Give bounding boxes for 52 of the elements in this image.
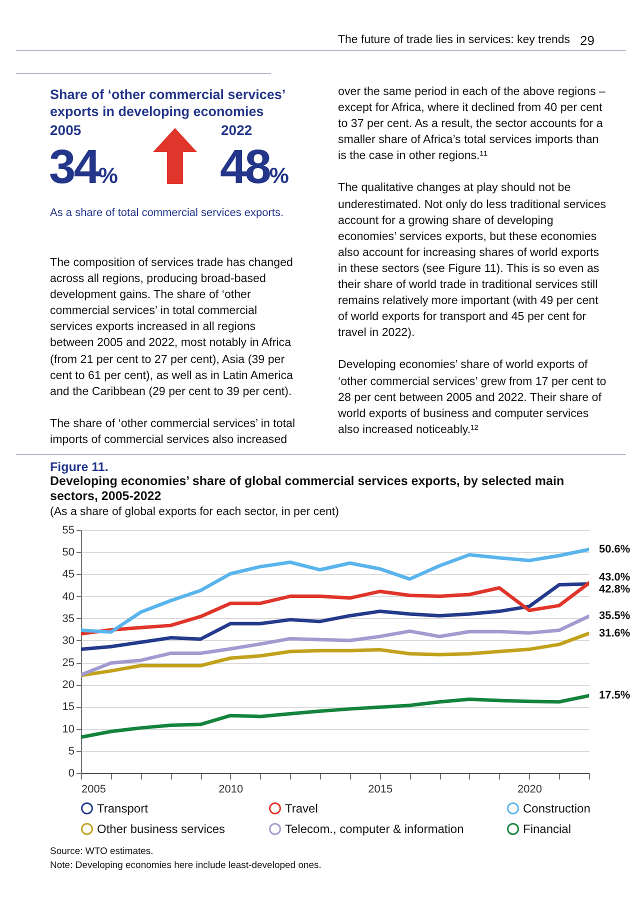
- y-tick-label: 45: [62, 568, 74, 581]
- data-label: 31.6%: [599, 627, 630, 640]
- data-label: 17.5%: [599, 690, 630, 702]
- data-label: 42.8%: [599, 583, 630, 596]
- y-tick-label: 15: [62, 701, 74, 714]
- text: 48%: [220, 141, 289, 194]
- text: Share of ‘other commercial services’ exports in developing economies: [50, 86, 286, 120]
- text: 34%: [49, 141, 118, 194]
- text: The share of ‘other commercial services’ in total imports of commercial services also increased: [50, 416, 296, 448]
- x-tick-label: 2020: [517, 784, 542, 796]
- text: The qualitative changes at play should not be underestimated. Not only do less traditional services account for a growing share of developing economies’ services exports, but these economies also account for increasing shares of world exports in these sectors (see Figure 11). This is so even as their share of world trade in traditional services still remains relatively more important (with 49 per cent of world exports for transport and 45 per cent for travel in 2022).: [338, 181, 606, 340]
- data-label: 35.5%: [599, 610, 630, 622]
- text: The composition of services trade has changed across all regions, producing broad-based development gains. The share of ‘other commercial services’ in total commercial services exports increased in all regions between 2005 and 2022, most notably in Africa (from 21 per cent to 27 per cent), Asia (39 per cent to 61 per cent), as well as in Latin America and the Caribbean (29 per cent to 39 per cent).: [50, 256, 293, 398]
- y-tick-label: 10: [62, 723, 74, 736]
- text: As a share of total commercial services exports.: [50, 207, 284, 219]
- legend-label: Travel: [285, 801, 318, 816]
- text: The future of trade lies in services: key trends: [338, 34, 570, 46]
- y-tick-label: 5: [68, 745, 74, 758]
- legend-label: Financial: [523, 822, 572, 836]
- text: over the same period in each of the above regions – except for Africa, where it declined from 40 per cent to 37 per cent. As a result, the sector accounts for a smaller share of Africa’s total services imports than is the case in other regions.¹¹: [338, 84, 606, 164]
- line-series: [81, 548, 589, 634]
- text: Note: Developing economies here include least-developed ones.: [50, 860, 322, 871]
- x-tick-label: 2015: [368, 784, 393, 796]
- x-tick-label: 2010: [218, 784, 244, 796]
- text: 29: [580, 33, 594, 48]
- line-series: [81, 632, 589, 678]
- chart-title: Developing economies’ share of global commercial services exports, by selected main sectors, 2005-2022: [50, 474, 566, 504]
- legend-label: Transport: [97, 801, 149, 816]
- y-tick-label: 55: [62, 524, 74, 536]
- legend-label: Other business services: [97, 822, 226, 836]
- y-tick-label: 40: [62, 590, 74, 603]
- line-series: [81, 694, 589, 739]
- text: 2005: [50, 122, 82, 138]
- text: 2022: [221, 122, 252, 138]
- data-label: 50.6%: [599, 543, 630, 556]
- y-tick-label: 20: [62, 679, 74, 692]
- legend-label: Construction: [523, 801, 590, 816]
- y-tick-label: 35: [62, 612, 74, 625]
- chart-subtitle: (As a share of global exports for each sector, in per cent): [50, 506, 339, 518]
- line-series: [81, 581, 589, 636]
- line-series: [81, 582, 589, 652]
- line-series: [81, 614, 589, 677]
- y-tick-label: 0: [68, 768, 74, 780]
- data-label: 43.0%: [599, 571, 630, 584]
- text: Developing economies’ share of world exports of ‘other commercial services’ grew from 17 per cent to 28 per cent between 2005 and 2022. Their share of world exports of business and computer services also increased noticeably.¹²: [338, 357, 608, 438]
- caption: Figure 11.: [50, 460, 108, 474]
- source-note: Source: WTO estimates.: [50, 846, 154, 857]
- y-tick-label: 50: [62, 546, 74, 559]
- y-tick-label: 30: [62, 634, 74, 647]
- y-tick-label: 25: [62, 657, 74, 670]
- x-tick-label: 2005: [82, 784, 106, 796]
- legend-label: Telecom., computer & information: [285, 822, 464, 836]
